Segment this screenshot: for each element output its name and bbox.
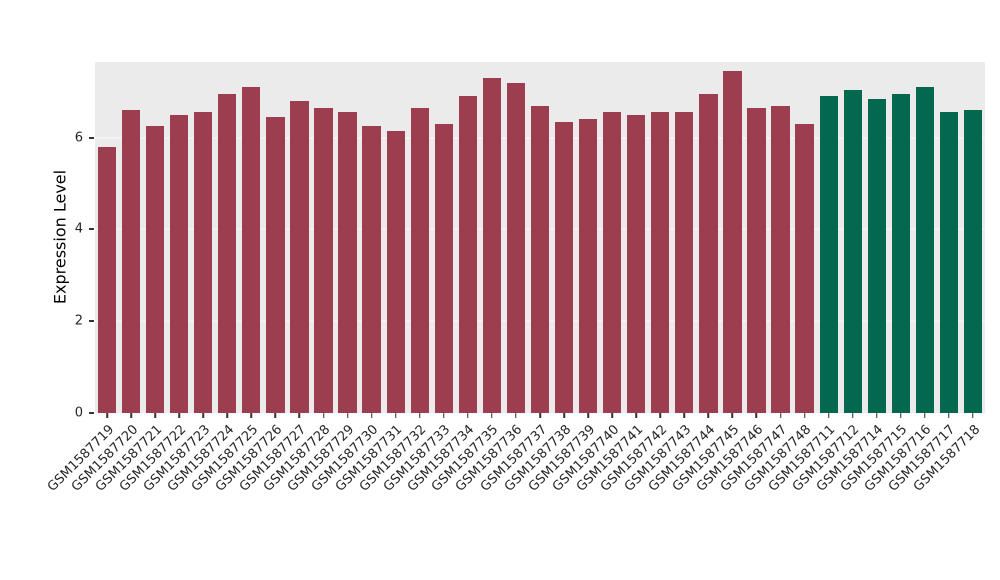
- bar-GSM1587725: [242, 87, 261, 413]
- bar-GSM1587738: [554, 121, 574, 413]
- bar-GSM1587748: [795, 123, 814, 413]
- bar-GSM1587742: [651, 112, 670, 413]
- x-tick-mark-GSM1587715: [900, 413, 902, 418]
- bar-GSM1587720: [121, 110, 141, 413]
- bar-GSM1587722: [170, 114, 189, 413]
- bar-GSM1587733: [434, 123, 453, 413]
- bar-GSM1587736: [506, 82, 526, 413]
- bar-GSM1587718: [963, 110, 983, 413]
- x-tick-mark-GSM1587720: [130, 413, 132, 418]
- bar-GSM1587714: [867, 98, 886, 413]
- bar-GSM1587711: [819, 96, 838, 413]
- x-tick-mark-GSM1587735: [491, 413, 493, 418]
- x-tick-mark-GSM1587743: [683, 413, 686, 418]
- x-tick-mark-GSM1587712: [851, 413, 854, 418]
- y-tick-label-0: 0: [74, 405, 83, 421]
- bar-GSM1587715: [891, 94, 910, 413]
- x-tick-mark-GSM1587718: [972, 413, 974, 418]
- x-tick-mark-GSM1587734: [467, 413, 469, 418]
- x-axis-ticks: [95, 413, 985, 419]
- plot-panel: [95, 62, 985, 413]
- y-tick-label-4: 4: [74, 221, 83, 237]
- x-tick-mark-GSM1587725: [250, 413, 253, 418]
- y-tick-mark-0: [89, 412, 94, 414]
- x-tick-mark-GSM1587729: [346, 413, 349, 418]
- bar-GSM1587734: [458, 96, 477, 413]
- bar-GSM1587743: [675, 112, 694, 413]
- bar-GSM1587728: [314, 107, 333, 413]
- x-tick-mark-GSM1587738: [563, 413, 565, 418]
- y-tick-mark-4: [89, 228, 94, 231]
- x-tick-mark-GSM1587730: [370, 413, 373, 418]
- x-tick-mark-GSM1587739: [587, 413, 589, 418]
- x-tick-mark-GSM1587711: [827, 413, 830, 418]
- x-tick-mark-GSM1587740: [611, 413, 613, 418]
- bar-GSM1587731: [386, 130, 405, 413]
- bar-GSM1587717: [939, 112, 959, 413]
- bar-GSM1587716: [915, 87, 934, 413]
- x-tick-mark-GSM1587716: [924, 413, 926, 418]
- bar-GSM1587744: [699, 94, 718, 413]
- x-tick-mark-GSM1587719: [106, 413, 108, 418]
- y-tick-mark-2: [89, 320, 94, 323]
- bar-GSM1587735: [482, 78, 502, 413]
- x-axis-labels: GSM1587719 GSM1587720 GSM1587721 GSM1587722…: [44, 421, 985, 571]
- x-tick-mark-GSM1587737: [539, 413, 541, 418]
- bar-GSM1587721: [145, 126, 165, 413]
- x-tick-mark-GSM1587722: [178, 413, 180, 418]
- x-tick-mark-GSM1587717: [948, 413, 950, 418]
- x-tick-mark-GSM1587732: [418, 413, 421, 418]
- bar-GSM1587739: [578, 119, 598, 413]
- x-tick-mark-GSM1587714: [876, 413, 878, 418]
- bar-GSM1587741: [627, 114, 646, 413]
- bar-GSM1587737: [530, 105, 550, 413]
- bar-GSM1587726: [266, 117, 285, 413]
- x-tick-mark-GSM1587726: [274, 413, 277, 418]
- bar-GSM1587747: [771, 105, 790, 413]
- y-axis: 0 2 4 6: [0, 62, 95, 420]
- x-tick-mark-GSM1587744: [707, 413, 710, 418]
- bar-GSM1587740: [603, 112, 622, 413]
- bar-GSM1587745: [723, 71, 742, 413]
- x-tick-mark-GSM1587728: [322, 413, 325, 418]
- x-tick-mark-GSM1587747: [779, 413, 782, 418]
- x-tick-mark-GSM1587748: [803, 413, 806, 418]
- y-tick-mark-6: [89, 136, 94, 139]
- x-tick-mark-GSM1587727: [298, 413, 301, 418]
- bar-GSM1587746: [747, 107, 766, 413]
- x-tick-mark-GSM1587742: [659, 413, 662, 418]
- bar-GSM1587712: [843, 89, 862, 413]
- bar-GSM1587727: [290, 101, 309, 413]
- x-tick-mark-GSM1587723: [202, 413, 204, 418]
- bar-GSM1587724: [218, 94, 237, 413]
- x-tick-mark-GSM1587741: [635, 413, 637, 418]
- bar-GSM1587719: [97, 146, 117, 413]
- bar-GSM1587729: [338, 112, 357, 413]
- x-tick-mark-GSM1587733: [443, 413, 445, 418]
- bar-GSM1587732: [410, 107, 429, 413]
- x-tick-mark-GSM1587731: [394, 413, 397, 418]
- x-tick-mark-GSM1587724: [226, 413, 229, 418]
- x-tick-mark-GSM1587736: [515, 413, 517, 418]
- y-tick-label-6: 6: [74, 130, 83, 146]
- x-tick-mark-GSM1587746: [755, 413, 758, 418]
- bar-GSM1587730: [362, 126, 381, 413]
- x-tick-mark-GSM1587721: [154, 413, 156, 418]
- x-tick-mark-GSM1587745: [731, 413, 734, 418]
- y-tick-label-2: 2: [74, 313, 83, 329]
- bar-GSM1587723: [194, 112, 213, 413]
